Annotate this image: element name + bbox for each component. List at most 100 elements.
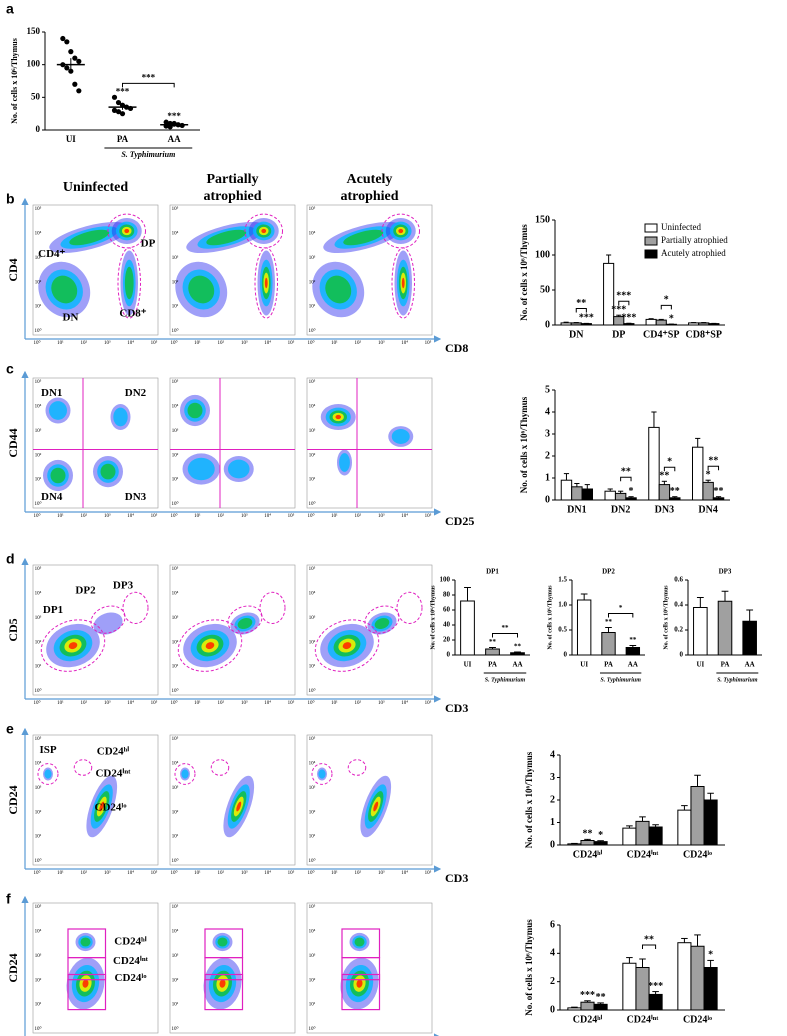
bar [604, 490, 616, 501]
x-tick-label: DN [569, 329, 584, 340]
flow-y-tick-label: 10³ [309, 953, 316, 959]
gate [122, 591, 149, 625]
y-tick-label: 60 [443, 606, 451, 614]
flow-y-tick-label: 10³ [172, 953, 179, 959]
gate [381, 213, 420, 249]
flow-x-tick-label: 10⁵ [151, 700, 158, 706]
flow-y-tick-label: 10⁵ [35, 566, 42, 572]
bar [703, 967, 718, 1011]
gate [67, 956, 107, 981]
bar [560, 479, 573, 501]
flow-x-tick-label: 10⁰ [307, 700, 314, 706]
y-tick-label: 100 [440, 576, 451, 584]
flow-y-tick-label: 10⁰ [34, 501, 41, 507]
y-tick-label: 80 [443, 591, 451, 599]
flow-y-tick-label: 10³ [172, 255, 179, 261]
flow-x-tick-label: 10¹ [194, 870, 201, 876]
bar [677, 942, 692, 1011]
flow-y-tick-label: 10⁴ [35, 231, 42, 237]
bar [712, 497, 725, 501]
density-blob [339, 453, 350, 472]
density-blob [236, 801, 242, 812]
flow-y-tick-label: 10¹ [309, 834, 316, 840]
x-tick-label: UI [464, 661, 472, 669]
flow-y-tick-label: 10⁴ [309, 591, 316, 597]
bracket-label: ** [621, 466, 631, 477]
density-blob [217, 937, 228, 947]
data-point [72, 81, 78, 87]
flow-x-tick-label: 10⁰ [170, 340, 177, 346]
y-tick-label: 1.0 [558, 601, 567, 609]
legend-label: Acutely atrophied [661, 248, 726, 258]
bar [567, 843, 582, 846]
flow-x-label: CD8 [445, 341, 468, 355]
density-blob [100, 463, 116, 480]
flow-x-tick-label: 10⁴ [264, 700, 271, 706]
flow-x-tick-label: 10⁰ [33, 340, 40, 346]
density-blob [80, 937, 91, 947]
y-axis-label: No. of cells x 10⁶/Thymus [524, 919, 534, 1016]
flow-y-tick-label: 10⁵ [309, 379, 316, 385]
density-blob [124, 228, 130, 234]
gate [311, 763, 333, 785]
density-blob [113, 407, 128, 427]
flow-y-tick-label: 10² [172, 809, 179, 815]
density-blob [50, 467, 66, 484]
flow-x-tick-label: 10² [355, 700, 362, 706]
gate-label: CD24ⁱⁿᵗ [95, 767, 131, 780]
plot-frame [306, 204, 433, 336]
data-point [76, 58, 82, 64]
flow-y-tick-label: 10⁴ [35, 404, 42, 410]
significance: ** [629, 636, 637, 644]
data-point [60, 35, 66, 42]
y-tick-label: 2 [550, 976, 555, 987]
bar [601, 632, 616, 656]
flow-y-tick-label: 10⁵ [309, 206, 316, 212]
gate-label: CD24ʰⁱ [114, 935, 146, 948]
bar [669, 497, 681, 501]
flow-y-tick-label: 10² [172, 977, 179, 983]
flow-y-tick-label: 10⁵ [172, 379, 179, 385]
flow-y-tick-label: 10⁰ [34, 688, 41, 694]
density-blob [187, 402, 203, 419]
gate [341, 973, 381, 1011]
y-tick-label: 5 [545, 384, 550, 395]
flow-x-tick-label: 10⁰ [33, 700, 40, 706]
flow-x-tick-label: 10² [218, 700, 225, 706]
bar [460, 600, 475, 656]
x-tick-label: UI [580, 661, 588, 669]
flow-y-tick-label: 10⁴ [172, 404, 179, 410]
bar [717, 600, 733, 656]
bracket-label: * [664, 295, 669, 306]
bar [625, 647, 641, 656]
flow-y-tick-label: 10⁵ [309, 904, 316, 910]
x-tick-label: DN3 [655, 504, 674, 515]
group-label: S. Typhimurium [121, 150, 175, 159]
density-blob [342, 642, 352, 650]
flow-y-tick-label: 10⁴ [35, 929, 42, 935]
flow-y-tick-label: 10³ [309, 615, 316, 621]
density-blob [49, 401, 67, 420]
flow-y-tick-label: 10⁵ [172, 904, 179, 910]
condition-title: Acutely [347, 172, 393, 187]
significance: *** [167, 111, 181, 121]
density-blob [398, 228, 404, 234]
group-label: S. Typhimurium [600, 677, 641, 683]
data-point [111, 107, 118, 113]
gate [227, 605, 263, 634]
significance: ** [596, 992, 606, 1003]
y-tick-label: 50 [540, 284, 550, 295]
x-tick-label: CD24ʰⁱ [573, 1013, 603, 1025]
flow-y-tick-label: 10⁰ [171, 328, 178, 334]
flow-x-tick-label: 10¹ [194, 700, 201, 706]
x-tick-label: UI [66, 134, 76, 144]
flow-x-tick-label: 10² [81, 700, 88, 706]
condition-title: Partially [206, 172, 258, 187]
density-blob [99, 801, 105, 812]
y-tick-label: 0 [550, 839, 555, 850]
bracket-label: ** [576, 298, 586, 309]
y-tick-label: 0 [36, 124, 41, 134]
